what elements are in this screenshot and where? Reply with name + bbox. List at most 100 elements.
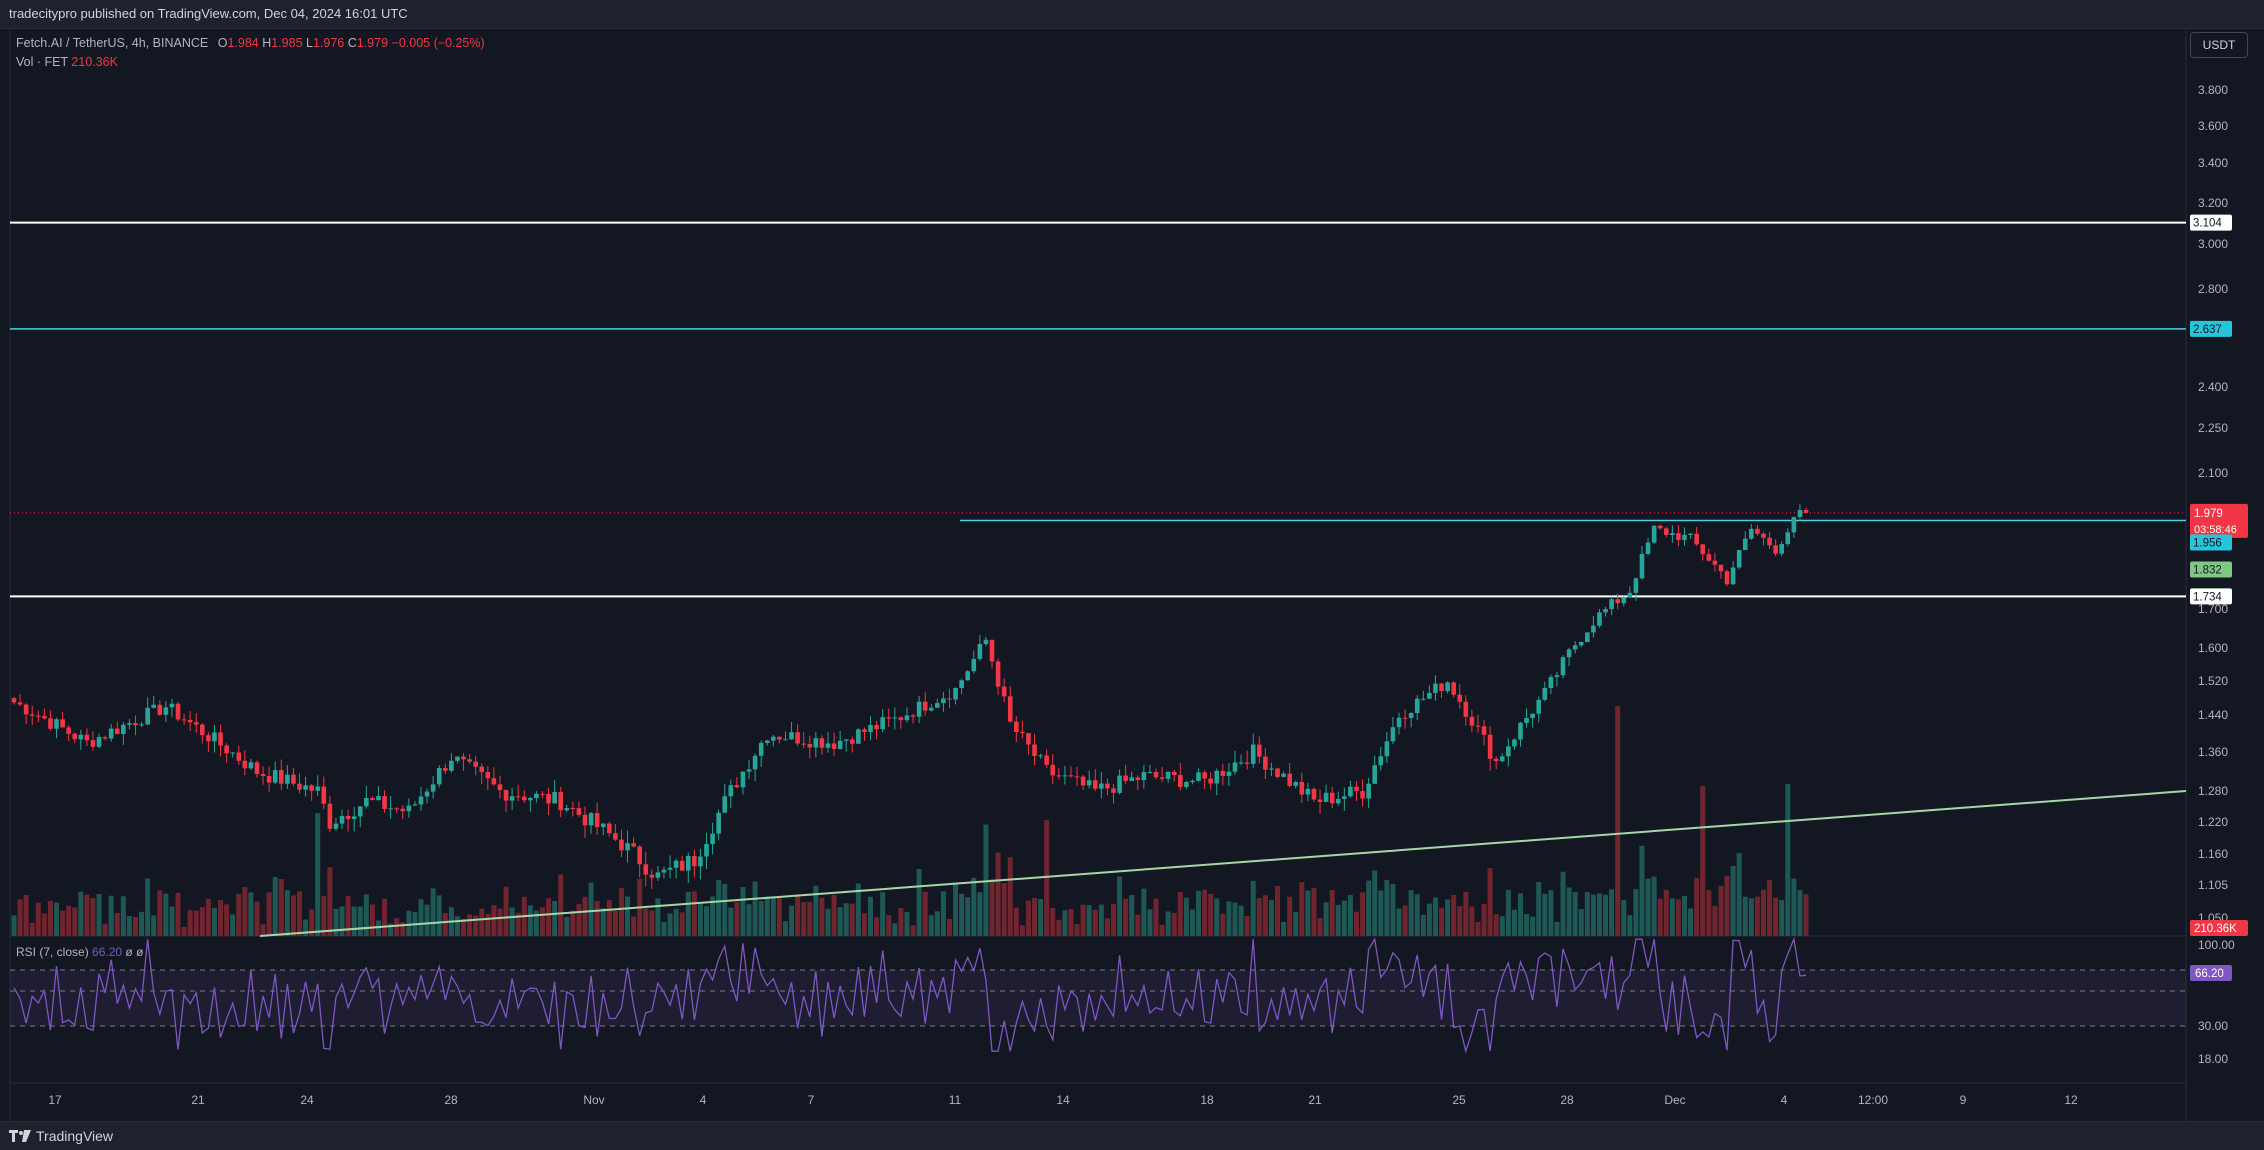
candle-body: [1007, 696, 1013, 722]
candle-body: [291, 774, 296, 784]
price-tag-2637: 2.637: [2193, 324, 2222, 336]
candle-body: [382, 796, 387, 809]
volume-bar: [1056, 919, 1062, 936]
volume-bar: [570, 910, 576, 936]
volume-bar: [339, 906, 345, 936]
volume-bar: [163, 893, 169, 936]
candle-body: [540, 793, 545, 795]
rsi-label[interactable]: RSI (7, close): [16, 945, 89, 959]
candle-body: [1475, 725, 1481, 727]
candle-body: [272, 770, 278, 783]
tradingview-logo-icon: [9, 1130, 31, 1142]
candle-body: [1469, 716, 1475, 726]
candle-body: [1105, 783, 1110, 789]
candle-body: [436, 768, 442, 785]
volume-bar: [1590, 894, 1596, 936]
volume-bar: [704, 906, 710, 936]
volume-bar: [72, 907, 78, 936]
volume-bar: [351, 906, 357, 936]
candle-body: [1408, 713, 1414, 719]
volume-bar: [41, 913, 47, 936]
candle-body: [1378, 756, 1384, 766]
volume-bar: [175, 892, 181, 936]
volume-bar: [588, 882, 594, 936]
volume-bar: [1469, 906, 1475, 936]
volume-bar: [1530, 916, 1536, 936]
volume-bar: [1384, 880, 1390, 936]
candle-body: [880, 717, 885, 730]
candle-body: [1603, 609, 1608, 613]
candle-body: [66, 727, 71, 734]
candle-body: [607, 823, 612, 834]
volume-bar: [1475, 922, 1481, 936]
volume-bar: [1706, 889, 1712, 936]
candle-body: [886, 717, 892, 719]
candle-body: [1014, 721, 1019, 732]
candle-body: [1178, 775, 1183, 787]
volume-bar: [533, 910, 539, 936]
symbol-title[interactable]: Fetch.AI / TetherUS, 4h, BINANCE: [16, 36, 209, 50]
volume-bar: [1663, 889, 1669, 936]
candle-body: [722, 796, 728, 813]
volume-bar: [789, 905, 795, 936]
candle-body: [1755, 528, 1760, 534]
tradingview-logo[interactable]: TradingView: [9, 1128, 113, 1144]
volume-bar: [746, 904, 752, 936]
candle-body: [1348, 786, 1353, 797]
x-axis-tick-label: 14: [1056, 1093, 1070, 1107]
close-label: C: [347, 36, 357, 50]
candle-body: [218, 732, 223, 746]
candle-body: [1372, 765, 1378, 784]
candle-body: [224, 745, 229, 754]
candle-body: [1682, 534, 1687, 540]
candle-body: [971, 658, 977, 672]
candle-body: [1263, 756, 1268, 770]
currency-button[interactable]: USDT: [2190, 32, 2248, 58]
candle-body: [904, 715, 910, 721]
candle-body: [898, 717, 904, 721]
candle-body: [1342, 796, 1347, 799]
candle-body: [649, 874, 655, 878]
volume-bar: [84, 894, 90, 936]
candle-body: [1335, 798, 1341, 804]
volume-bar: [394, 918, 400, 936]
candle-body: [685, 855, 691, 871]
candle-body: [327, 803, 333, 829]
candle-body: [406, 805, 412, 812]
volume-bar: [1208, 893, 1214, 936]
volume-bar: [1268, 900, 1274, 936]
volume-bar: [491, 905, 497, 936]
volume-bar: [673, 908, 679, 936]
volume-bar: [618, 888, 624, 936]
volume-bar: [139, 911, 145, 936]
volume-bar: [782, 921, 788, 936]
candle-body: [449, 760, 454, 771]
candle-body: [254, 762, 260, 775]
candle-body: [418, 796, 424, 805]
candle-body: [1202, 772, 1207, 779]
volume-bar: [1141, 888, 1147, 936]
volume-bar: [764, 896, 770, 936]
candle-body: [1220, 770, 1226, 776]
volume-bar: [1420, 914, 1426, 936]
ascending-trendline: [259, 790, 2187, 937]
candle-body: [1329, 792, 1335, 804]
candle-body: [1591, 625, 1596, 633]
volume-bar: [1311, 887, 1317, 936]
close-value: 1.979: [356, 36, 389, 50]
candle-body: [315, 786, 321, 791]
candle-body: [1524, 718, 1529, 723]
candle-body: [497, 784, 503, 791]
y-axis-tick-label: 3.400: [2198, 156, 2228, 170]
candle-body: [333, 823, 339, 829]
volume-bar: [1347, 895, 1353, 936]
candle-body: [169, 703, 175, 708]
rsi-extra-2: ø: [136, 945, 144, 959]
volume-bar: [1214, 898, 1220, 936]
volume-bar: [1639, 845, 1645, 936]
volume-label[interactable]: Vol · FET: [16, 55, 68, 69]
volume-bar: [266, 892, 272, 936]
candle-body: [995, 661, 1001, 687]
volume-bar: [424, 904, 430, 936]
